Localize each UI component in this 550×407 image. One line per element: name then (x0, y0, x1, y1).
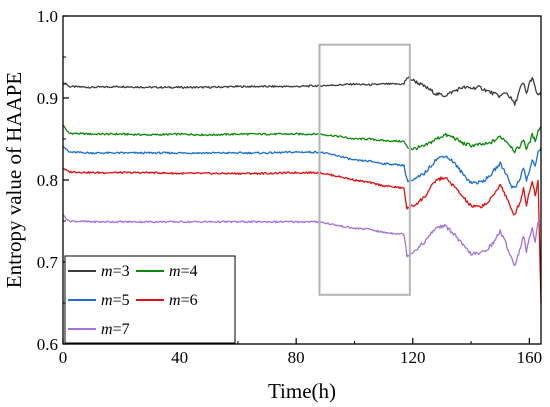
series-line-6 (62, 167, 542, 304)
y-tick-label: 0.6 (37, 335, 58, 354)
legend-label: m=5 (101, 292, 130, 309)
y-axis-title: Entropy value of HAAPE (2, 72, 26, 288)
legend-label: m=4 (169, 263, 198, 280)
y-tick-label: 0.8 (37, 171, 58, 190)
y-tick-label: 0.9 (37, 89, 58, 108)
x-tick-label: 160 (517, 348, 543, 367)
x-tick-label: 0 (59, 348, 68, 367)
x-tick-label: 80 (288, 348, 305, 367)
series-line-4 (62, 125, 542, 154)
legend-label: m=7 (101, 321, 130, 338)
legend: m=3 m=4 m=5 m=6 m=7 (64, 255, 236, 344)
series-layer (62, 76, 542, 304)
x-tick-label: 120 (400, 348, 426, 367)
x-tick-label: 40 (171, 348, 188, 367)
legend-label: m=3 (101, 263, 130, 280)
series-line-5 (62, 145, 542, 189)
highlight-box (318, 43, 411, 296)
y-tick-label: 1.0 (37, 7, 58, 26)
y-tick-label: 0.7 (37, 253, 59, 272)
series-line-3 (62, 76, 542, 106)
series-line-7 (62, 214, 542, 267)
ticks-layer: 0 40 80 120 160 0.6 0.7 0.8 0.9 1.0 (37, 7, 542, 367)
x-axis-title: Time(h) (268, 379, 336, 403)
legend-label: m=6 (169, 292, 198, 309)
